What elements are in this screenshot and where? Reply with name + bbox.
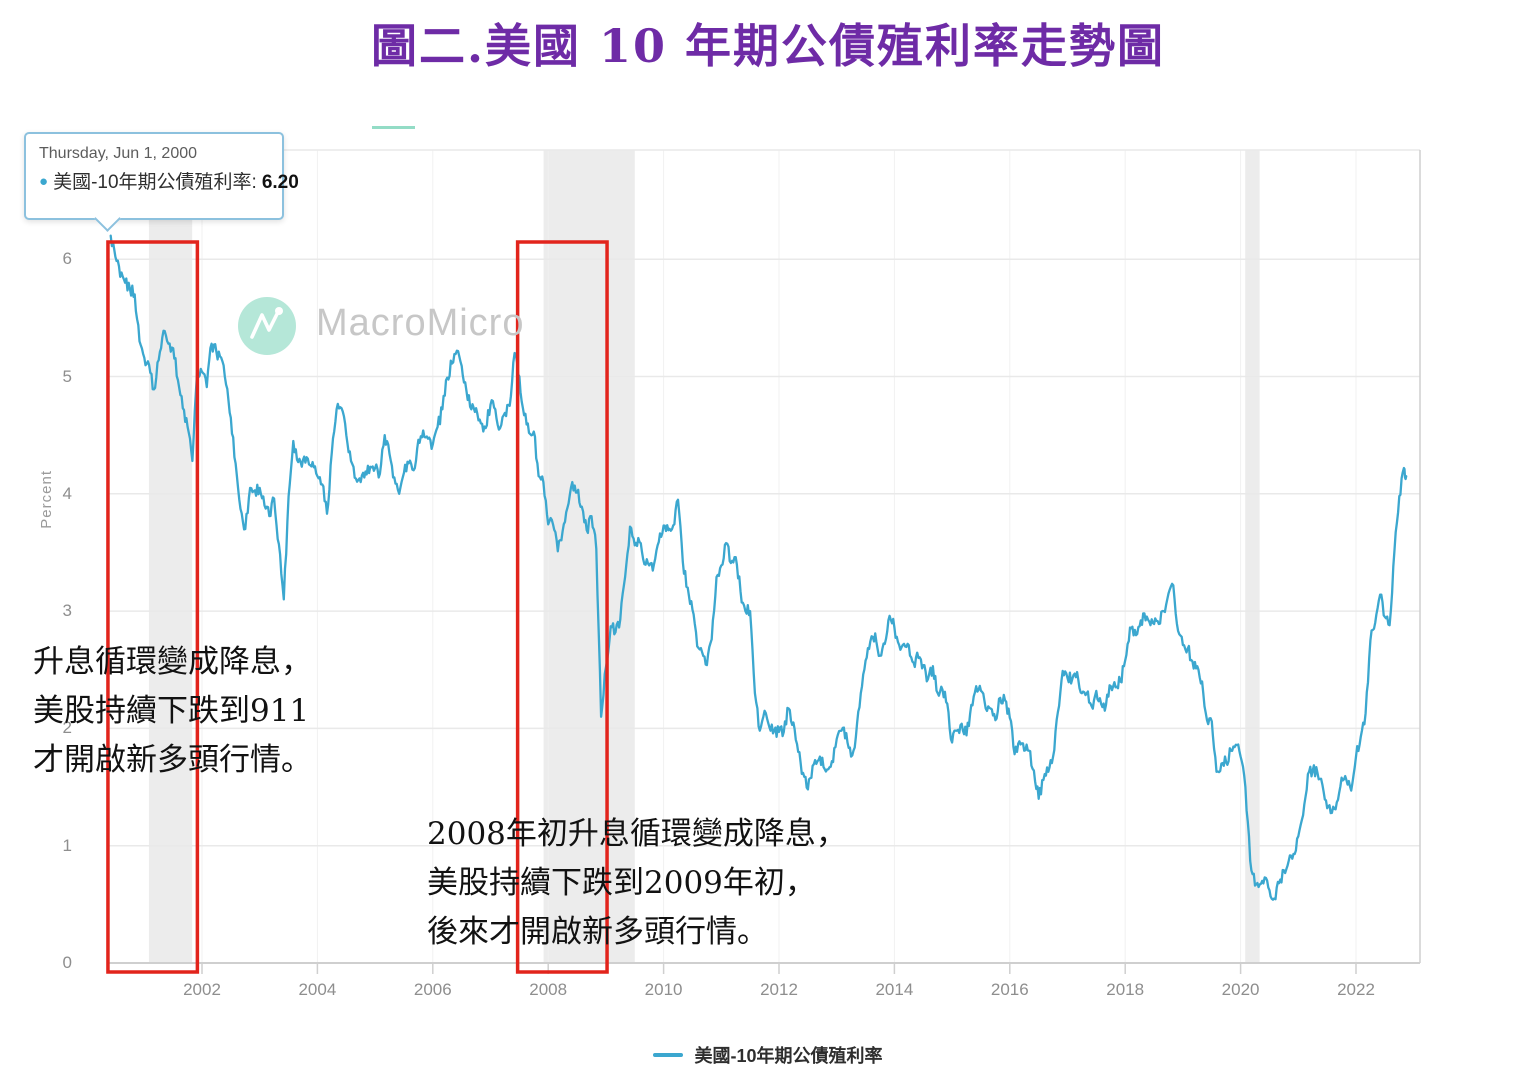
y-tick-label: 0: [62, 953, 72, 972]
yield-line: [109, 234, 1408, 901]
x-tick-label: 2018: [1106, 980, 1145, 999]
y-tick-label: 4: [62, 483, 72, 503]
tooltip-date: Thursday, Jun 1, 2000: [39, 145, 198, 162]
legend[interactable]: 美國-10年期公債殖利率: [0, 1042, 1536, 1068]
x-tick-label: 2010: [644, 980, 683, 999]
tooltip-series-label: 美國-10年期公債殖利率:: [53, 172, 257, 193]
x-tick-label: 2020: [1221, 980, 1260, 999]
series-dot-icon: ●: [39, 173, 49, 190]
annotation-line: 美股持續下跌到2009年初，: [427, 865, 816, 901]
x-tick-label: 2002: [183, 980, 221, 999]
y-tick-label: 5: [62, 366, 72, 386]
watermark-text: MacroMicro: [316, 302, 525, 344]
y-tick-label: 6: [62, 249, 72, 269]
x-tick-label: 2022: [1337, 980, 1375, 999]
annotation-2008: 2008年初升息循環變成降息， 美股持續下跌到2009年初， 後來才開啟新多頭行…: [427, 810, 847, 957]
highlight-box: [515, 240, 609, 974]
y-tick-label: 3: [62, 601, 72, 621]
annotation-line: 升息循環變成降息，: [33, 644, 312, 680]
annotation-line: 後來才開啟新多頭行情。: [427, 914, 768, 950]
x-tick-label: 2004: [298, 980, 337, 999]
recession-band: [1245, 150, 1260, 963]
x-tick-label: 2012: [760, 980, 798, 999]
highlight-box: [106, 240, 200, 974]
y-tick-label: 1: [62, 835, 72, 855]
macromicro-logo-icon: [238, 297, 296, 355]
x-tick-label: 2008: [529, 980, 568, 999]
tooltip-value: 6.20: [261, 172, 299, 193]
x-tick-label: 2016: [990, 980, 1029, 999]
legend-label: 美國-10年期公債殖利率: [694, 1046, 883, 1066]
watermark: MacroMicro: [236, 296, 576, 358]
annotation-line: 2008年初升息循環變成降息，: [427, 816, 847, 852]
recession-band: [148, 150, 193, 963]
annotation-2001: 升息循環變成降息， 美股持續下跌到911 才開啟新多頭行情。: [33, 638, 312, 785]
y-tick-label: 2: [62, 718, 72, 738]
annotation-line: 才開啟新多頭行情。: [33, 742, 312, 778]
recession-band: [543, 150, 635, 963]
annotation-line: 美股持續下跌到911: [33, 693, 310, 729]
page-title: 圖二.美國 10 年期公債殖利率走勢圖: [370, 19, 1166, 73]
x-tick-label: 2014: [875, 980, 914, 999]
teal-line-artifact: [372, 126, 415, 129]
x-tick-label: 2006: [413, 980, 452, 999]
chart-tooltip: Thursday, Jun 1, 2000 ● 美國-10年期公債殖利率: 6.20: [24, 132, 299, 232]
tooltip-series-row: ● 美國-10年期公債殖利率: 6.20: [39, 167, 299, 194]
legend-line-swatch: [653, 1053, 684, 1057]
